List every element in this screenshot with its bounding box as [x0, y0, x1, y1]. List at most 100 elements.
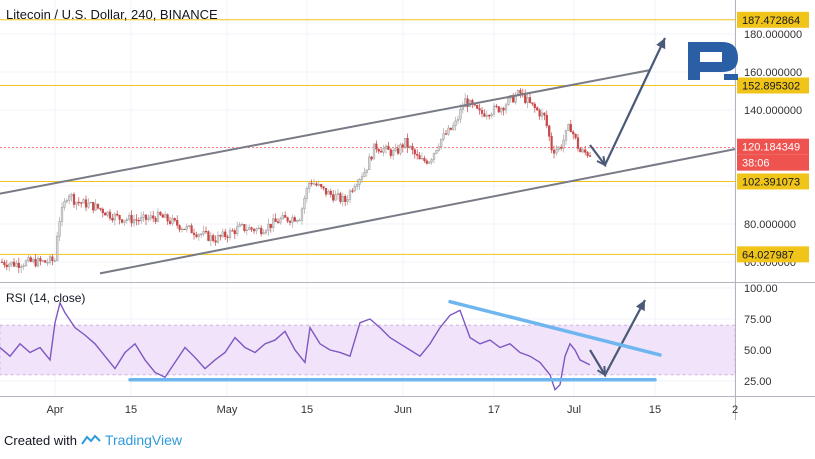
- chart-title: Litecoin / U.S. Dollar, 240, BINANCE: [6, 7, 218, 22]
- candle-body: [420, 157, 424, 160]
- candle-body: [58, 221, 61, 237]
- candle-body: [183, 228, 186, 231]
- level-label-3: 64.027987: [737, 246, 809, 263]
- candle-body: [272, 218, 275, 228]
- candle-body: [540, 112, 544, 117]
- candle-body: [492, 105, 496, 115]
- time-tick-2: May: [217, 404, 238, 416]
- candle-body: [53, 260, 56, 262]
- candle-body: [336, 193, 340, 196]
- candle-body: [171, 218, 174, 224]
- level-lines: [0, 19, 735, 255]
- candle-body: [339, 193, 342, 202]
- svg-text:64.027987: 64.027987: [742, 249, 794, 261]
- price-tick-1: 160.000000: [744, 67, 802, 79]
- candle-body: [231, 230, 234, 232]
- candle-body: [334, 194, 337, 201]
- candle-body: [99, 207, 102, 210]
- forecast-arrow-rsi-0: [589, 299, 646, 378]
- price-tick-4: 80.000000: [744, 219, 796, 231]
- candle-body: [0, 261, 4, 264]
- candle-body: [245, 229, 248, 231]
- candle-body: [214, 240, 217, 243]
- candle-body: [358, 179, 361, 185]
- candle-body: [586, 152, 589, 156]
- candle-body: [459, 109, 462, 120]
- candle-body: [29, 257, 32, 262]
- candle-body: [60, 207, 64, 222]
- candle-body: [382, 148, 385, 153]
- candle-body: [428, 161, 431, 164]
- candle-body: [140, 217, 143, 222]
- candle-body: [584, 149, 587, 153]
- candle-body: [312, 183, 316, 185]
- candle-body: [392, 150, 395, 156]
- candle-body: [142, 214, 145, 218]
- candle-body: [368, 156, 371, 171]
- candle-body: [72, 194, 76, 205]
- candle-body: [207, 231, 210, 241]
- candle-body: [36, 258, 40, 267]
- candle-body: [406, 138, 409, 148]
- candle-body: [197, 234, 200, 237]
- candle-body: [63, 201, 66, 208]
- candle-body: [490, 113, 493, 117]
- candle-body: [504, 104, 508, 111]
- candle-body: [303, 198, 306, 210]
- candle-body: [5, 264, 8, 268]
- candle-body: [574, 133, 577, 138]
- candle-body: [279, 218, 282, 224]
- candle-body: [413, 149, 416, 155]
- candle-body: [204, 230, 208, 233]
- candle-body: [233, 230, 236, 235]
- candle-body: [250, 227, 253, 230]
- created-with-text: Created with: [4, 432, 77, 448]
- candle-body: [77, 201, 80, 204]
- candle-body: [104, 212, 107, 216]
- candle-body: [581, 149, 584, 153]
- candle-body: [327, 190, 330, 195]
- candle-body: [569, 124, 572, 133]
- candle-body: [87, 202, 90, 208]
- candle-body: [480, 109, 484, 114]
- candle-body: [238, 224, 241, 228]
- time-tick-6: Jul: [567, 404, 581, 416]
- candle-body: [488, 115, 491, 117]
- candle-body: [437, 146, 440, 151]
- candle-body: [588, 155, 592, 157]
- candle-body: [200, 233, 203, 236]
- candle-body: [240, 224, 244, 226]
- candle-body: [466, 98, 469, 107]
- candle-body: [255, 228, 258, 232]
- candle-body: [209, 235, 212, 241]
- candle-body: [154, 218, 157, 222]
- candle-body: [435, 150, 438, 154]
- candle-body: [552, 149, 556, 154]
- rsi-tick-0: 100.00: [744, 283, 778, 295]
- candle-body: [20, 266, 23, 268]
- candle-body: [70, 194, 73, 197]
- candle-body: [545, 115, 548, 127]
- candle-body: [125, 219, 128, 221]
- candle-body: [257, 227, 260, 230]
- candle-body: [32, 259, 35, 262]
- candle-body: [94, 203, 97, 211]
- candle-body: [322, 186, 325, 189]
- candle-body: [48, 256, 52, 263]
- candle-body: [387, 145, 390, 150]
- candle-body: [308, 182, 311, 189]
- candle-body: [543, 112, 546, 116]
- candle-body: [449, 127, 452, 130]
- candle-body: [27, 257, 30, 262]
- candle-body: [562, 139, 565, 149]
- candle-body: [370, 156, 373, 160]
- candle-body: [452, 125, 455, 130]
- candle-body: [564, 130, 568, 141]
- svg-text:38:06: 38:06: [742, 158, 770, 170]
- candle-body: [96, 203, 100, 209]
- candle-body: [168, 220, 172, 224]
- time-tick-5: 17: [488, 404, 500, 416]
- candle-body: [440, 138, 443, 147]
- candle-body: [226, 236, 229, 238]
- candle-body: [219, 235, 222, 237]
